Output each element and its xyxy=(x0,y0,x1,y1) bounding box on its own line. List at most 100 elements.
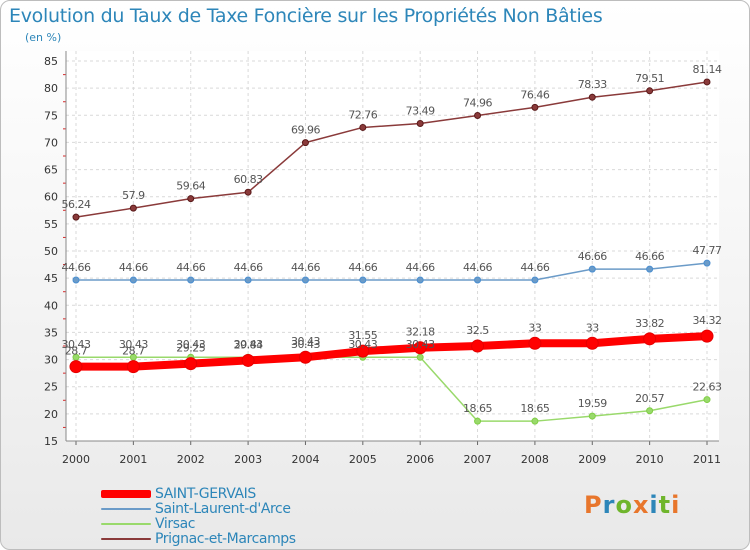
x-tick-label: 2011 xyxy=(693,453,721,466)
y-tick-label: 50 xyxy=(44,245,58,258)
logo-letter: r xyxy=(602,491,616,519)
data-point-saint-laurent-d-arce xyxy=(359,276,367,284)
data-label-saint-laurent-d-arce: 44.66 xyxy=(291,261,320,274)
data-label-virsac: 30.43 xyxy=(234,338,263,351)
legend-label-prignac-et-marcamps: Prignac-et-Marcamps xyxy=(155,530,296,547)
data-point-prignac-et-marcamps xyxy=(129,204,137,212)
x-tick-label: 2007 xyxy=(464,453,492,466)
data-label-prignac-et-marcamps: 69.96 xyxy=(291,124,320,137)
data-label-virsac: 30.43 xyxy=(62,338,91,351)
data-point-virsac xyxy=(588,412,596,420)
data-point-saint-gervais xyxy=(184,357,198,371)
y-tick-label: 55 xyxy=(44,218,58,231)
y-tick-label: 70 xyxy=(44,136,58,149)
logo-letter: t xyxy=(658,491,672,519)
legend-swatch-saint-laurent-d-arce xyxy=(101,507,151,510)
data-label-saint-gervais: 32.5 xyxy=(466,324,489,337)
data-label-prignac-et-marcamps: 59.64 xyxy=(176,180,205,193)
data-point-saint-laurent-d-arce xyxy=(301,276,309,284)
data-point-prignac-et-marcamps xyxy=(588,93,596,101)
data-label-prignac-et-marcamps: 57.9 xyxy=(122,189,145,202)
data-point-prignac-et-marcamps xyxy=(646,87,654,95)
y-tick-label: 25 xyxy=(44,381,58,394)
x-tick-label: 2009 xyxy=(578,453,606,466)
data-point-saint-laurent-d-arce xyxy=(531,276,539,284)
data-label-prignac-et-marcamps: 78.33 xyxy=(578,78,607,91)
legend-label-saint-laurent-d-arce: Saint-Laurent-d'Arce xyxy=(155,500,291,517)
data-point-saint-gervais xyxy=(585,336,599,350)
data-label-saint-laurent-d-arce: 44.66 xyxy=(176,261,205,274)
legend-swatch-prignac-et-marcamps xyxy=(101,537,151,540)
y-tick-label: 75 xyxy=(44,109,58,122)
data-label-saint-gervais: 32.18 xyxy=(406,326,435,339)
data-point-saint-gervais xyxy=(643,332,657,346)
data-point-saint-gervais xyxy=(356,344,370,358)
data-point-saint-laurent-d-arce xyxy=(187,276,195,284)
logo-letter: i xyxy=(671,491,681,519)
data-point-saint-gervais xyxy=(69,360,83,374)
data-label-saint-gervais: 31.55 xyxy=(348,329,377,342)
y-tick-label: 80 xyxy=(44,82,58,95)
data-label-virsac: 30.43 xyxy=(176,338,205,351)
data-label-saint-gervais: 30.43 xyxy=(291,335,320,348)
data-label-saint-laurent-d-arce: 44.66 xyxy=(62,261,91,274)
data-point-prignac-et-marcamps xyxy=(703,78,711,86)
data-label-virsac: 22.63 xyxy=(693,381,722,394)
data-label-virsac: 20.57 xyxy=(635,392,664,405)
legend-item-saint-laurent-d-arce: Saint-Laurent-d'Arce xyxy=(101,500,296,517)
data-label-saint-laurent-d-arce: 44.66 xyxy=(520,261,549,274)
data-label-saint-gervais: 28.7 xyxy=(122,345,145,358)
data-point-virsac xyxy=(646,407,654,415)
data-point-saint-gervais xyxy=(298,350,312,364)
data-label-virsac: 19.59 xyxy=(578,397,607,410)
legend-label-virsac: Virsac xyxy=(155,515,196,532)
data-point-saint-laurent-d-arce xyxy=(244,276,252,284)
x-tick-label: 2006 xyxy=(406,453,434,466)
data-label-virsac: 30.43 xyxy=(406,338,435,351)
data-point-prignac-et-marcamps xyxy=(359,123,367,131)
data-label-saint-gervais: 33.82 xyxy=(635,317,664,330)
data-label-prignac-et-marcamps: 76.46 xyxy=(520,88,549,101)
logo-letter: x xyxy=(632,491,650,519)
data-point-saint-gervais xyxy=(471,339,485,353)
legend-item-saint-gervais: SAINT-GERVAIS xyxy=(101,486,296,502)
series-line-prignac-et-marcamps xyxy=(75,81,708,218)
data-point-prignac-et-marcamps xyxy=(301,139,309,147)
logo-letter: o xyxy=(615,491,633,519)
data-point-saint-laurent-d-arce xyxy=(588,265,596,273)
y-tick-label: 20 xyxy=(44,408,58,421)
data-point-saint-laurent-d-arce xyxy=(416,276,424,284)
proxiti-logo: Proxiti xyxy=(584,491,680,519)
data-point-prignac-et-marcamps xyxy=(244,188,252,196)
chart-legend: SAINT-GERVAIS Saint-Laurent-d'Arce Virsa… xyxy=(101,486,296,547)
data-point-prignac-et-marcamps xyxy=(416,119,424,127)
data-point-saint-laurent-d-arce xyxy=(646,265,654,273)
x-tick-label: 2010 xyxy=(636,453,664,466)
y-tick-label: 60 xyxy=(44,191,58,204)
y-tick-label: 30 xyxy=(44,354,58,367)
data-label-virsac: 30.43 xyxy=(291,338,320,351)
data-label-virsac: 30.43 xyxy=(348,338,377,351)
data-label-prignac-et-marcamps: 74.96 xyxy=(463,97,492,110)
data-point-saint-gervais xyxy=(126,360,140,374)
plot-area xyxy=(66,51,719,441)
data-point-prignac-et-marcamps xyxy=(187,195,195,203)
logo-letter: P xyxy=(584,491,603,519)
data-label-saint-laurent-d-arce: 44.66 xyxy=(463,261,492,274)
data-point-virsac xyxy=(416,353,424,361)
chart-subtitle: (en %) xyxy=(25,31,62,44)
data-label-virsac: 18.65 xyxy=(463,402,492,415)
series-line-virsac xyxy=(75,356,708,422)
y-tick-label: 85 xyxy=(44,55,58,68)
x-tick-label: 2002 xyxy=(177,453,205,466)
x-tick-label: 2005 xyxy=(349,453,377,466)
x-tick-label: 2003 xyxy=(234,453,262,466)
series-line-saint-gervais xyxy=(72,332,711,371)
data-label-saint-gervais: 33 xyxy=(528,321,541,334)
data-label-prignac-et-marcamps: 81.14 xyxy=(693,63,722,76)
logo-letter: i xyxy=(649,491,659,519)
data-label-prignac-et-marcamps: 60.83 xyxy=(234,173,263,186)
legend-swatch-virsac xyxy=(101,522,151,525)
